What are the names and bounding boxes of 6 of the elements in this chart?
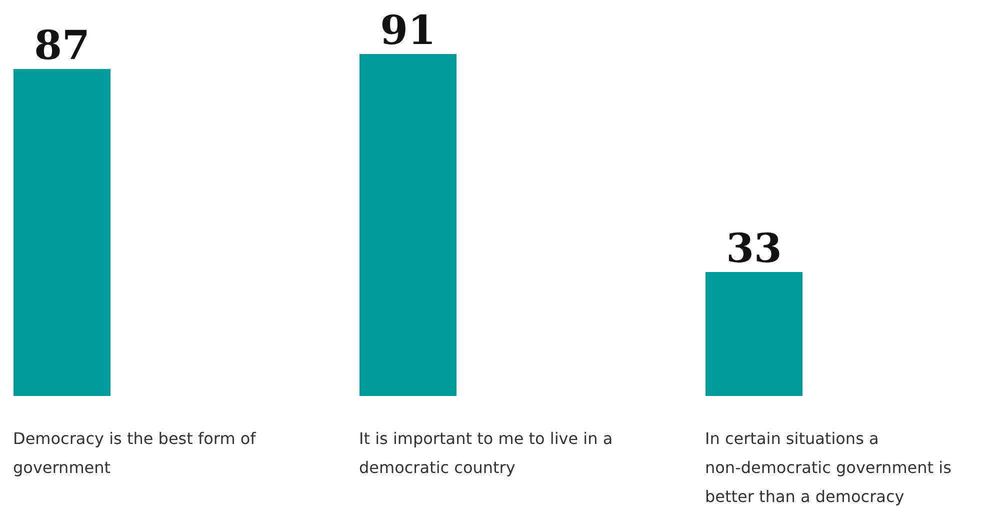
data-label: 87 bbox=[34, 22, 90, 70]
x-tick-label: Democracy is the best form of government bbox=[13, 429, 256, 477]
data-label: 91 bbox=[380, 7, 436, 54]
x-tick-label: In certain situations a non-democratic government is better than a democracy bbox=[705, 429, 952, 506]
x-tick-label: It is important to me to live in a democratic country bbox=[359, 429, 613, 477]
data-label: 33 bbox=[726, 224, 782, 272]
